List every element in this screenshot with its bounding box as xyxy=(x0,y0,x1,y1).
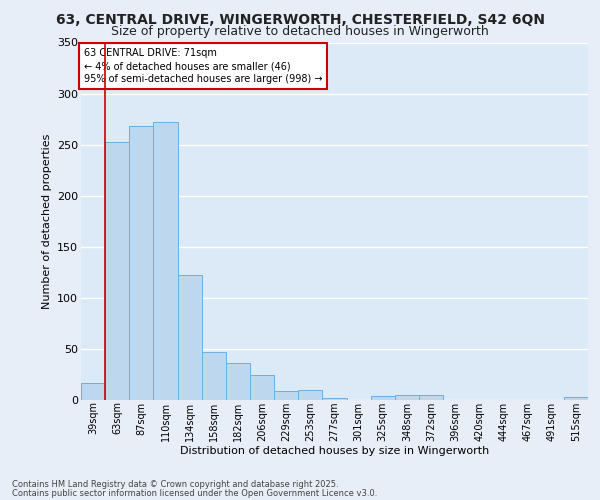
Text: 63, CENTRAL DRIVE, WINGERWORTH, CHESTERFIELD, S42 6QN: 63, CENTRAL DRIVE, WINGERWORTH, CHESTERF… xyxy=(56,12,545,26)
Bar xyxy=(564,397,588,400)
Bar xyxy=(274,391,298,400)
X-axis label: Distribution of detached houses by size in Wingerworth: Distribution of detached houses by size … xyxy=(180,446,489,456)
Text: Contains HM Land Registry data © Crown copyright and database right 2025.: Contains HM Land Registry data © Crown c… xyxy=(12,480,338,489)
Bar xyxy=(298,390,322,400)
Bar xyxy=(178,276,202,400)
Bar xyxy=(419,395,443,400)
Bar xyxy=(250,376,274,400)
Bar xyxy=(395,395,419,400)
Bar xyxy=(129,126,154,400)
Bar xyxy=(202,352,226,400)
Bar xyxy=(226,363,250,400)
Bar xyxy=(105,142,129,400)
Text: Contains public sector information licensed under the Open Government Licence v3: Contains public sector information licen… xyxy=(12,488,377,498)
Bar xyxy=(371,396,395,400)
Bar xyxy=(322,398,347,400)
Text: 63 CENTRAL DRIVE: 71sqm
← 4% of detached houses are smaller (46)
95% of semi-det: 63 CENTRAL DRIVE: 71sqm ← 4% of detached… xyxy=(83,48,322,84)
Y-axis label: Number of detached properties: Number of detached properties xyxy=(41,134,52,309)
Bar xyxy=(154,122,178,400)
Text: Size of property relative to detached houses in Wingerworth: Size of property relative to detached ho… xyxy=(111,25,489,38)
Bar xyxy=(81,382,105,400)
